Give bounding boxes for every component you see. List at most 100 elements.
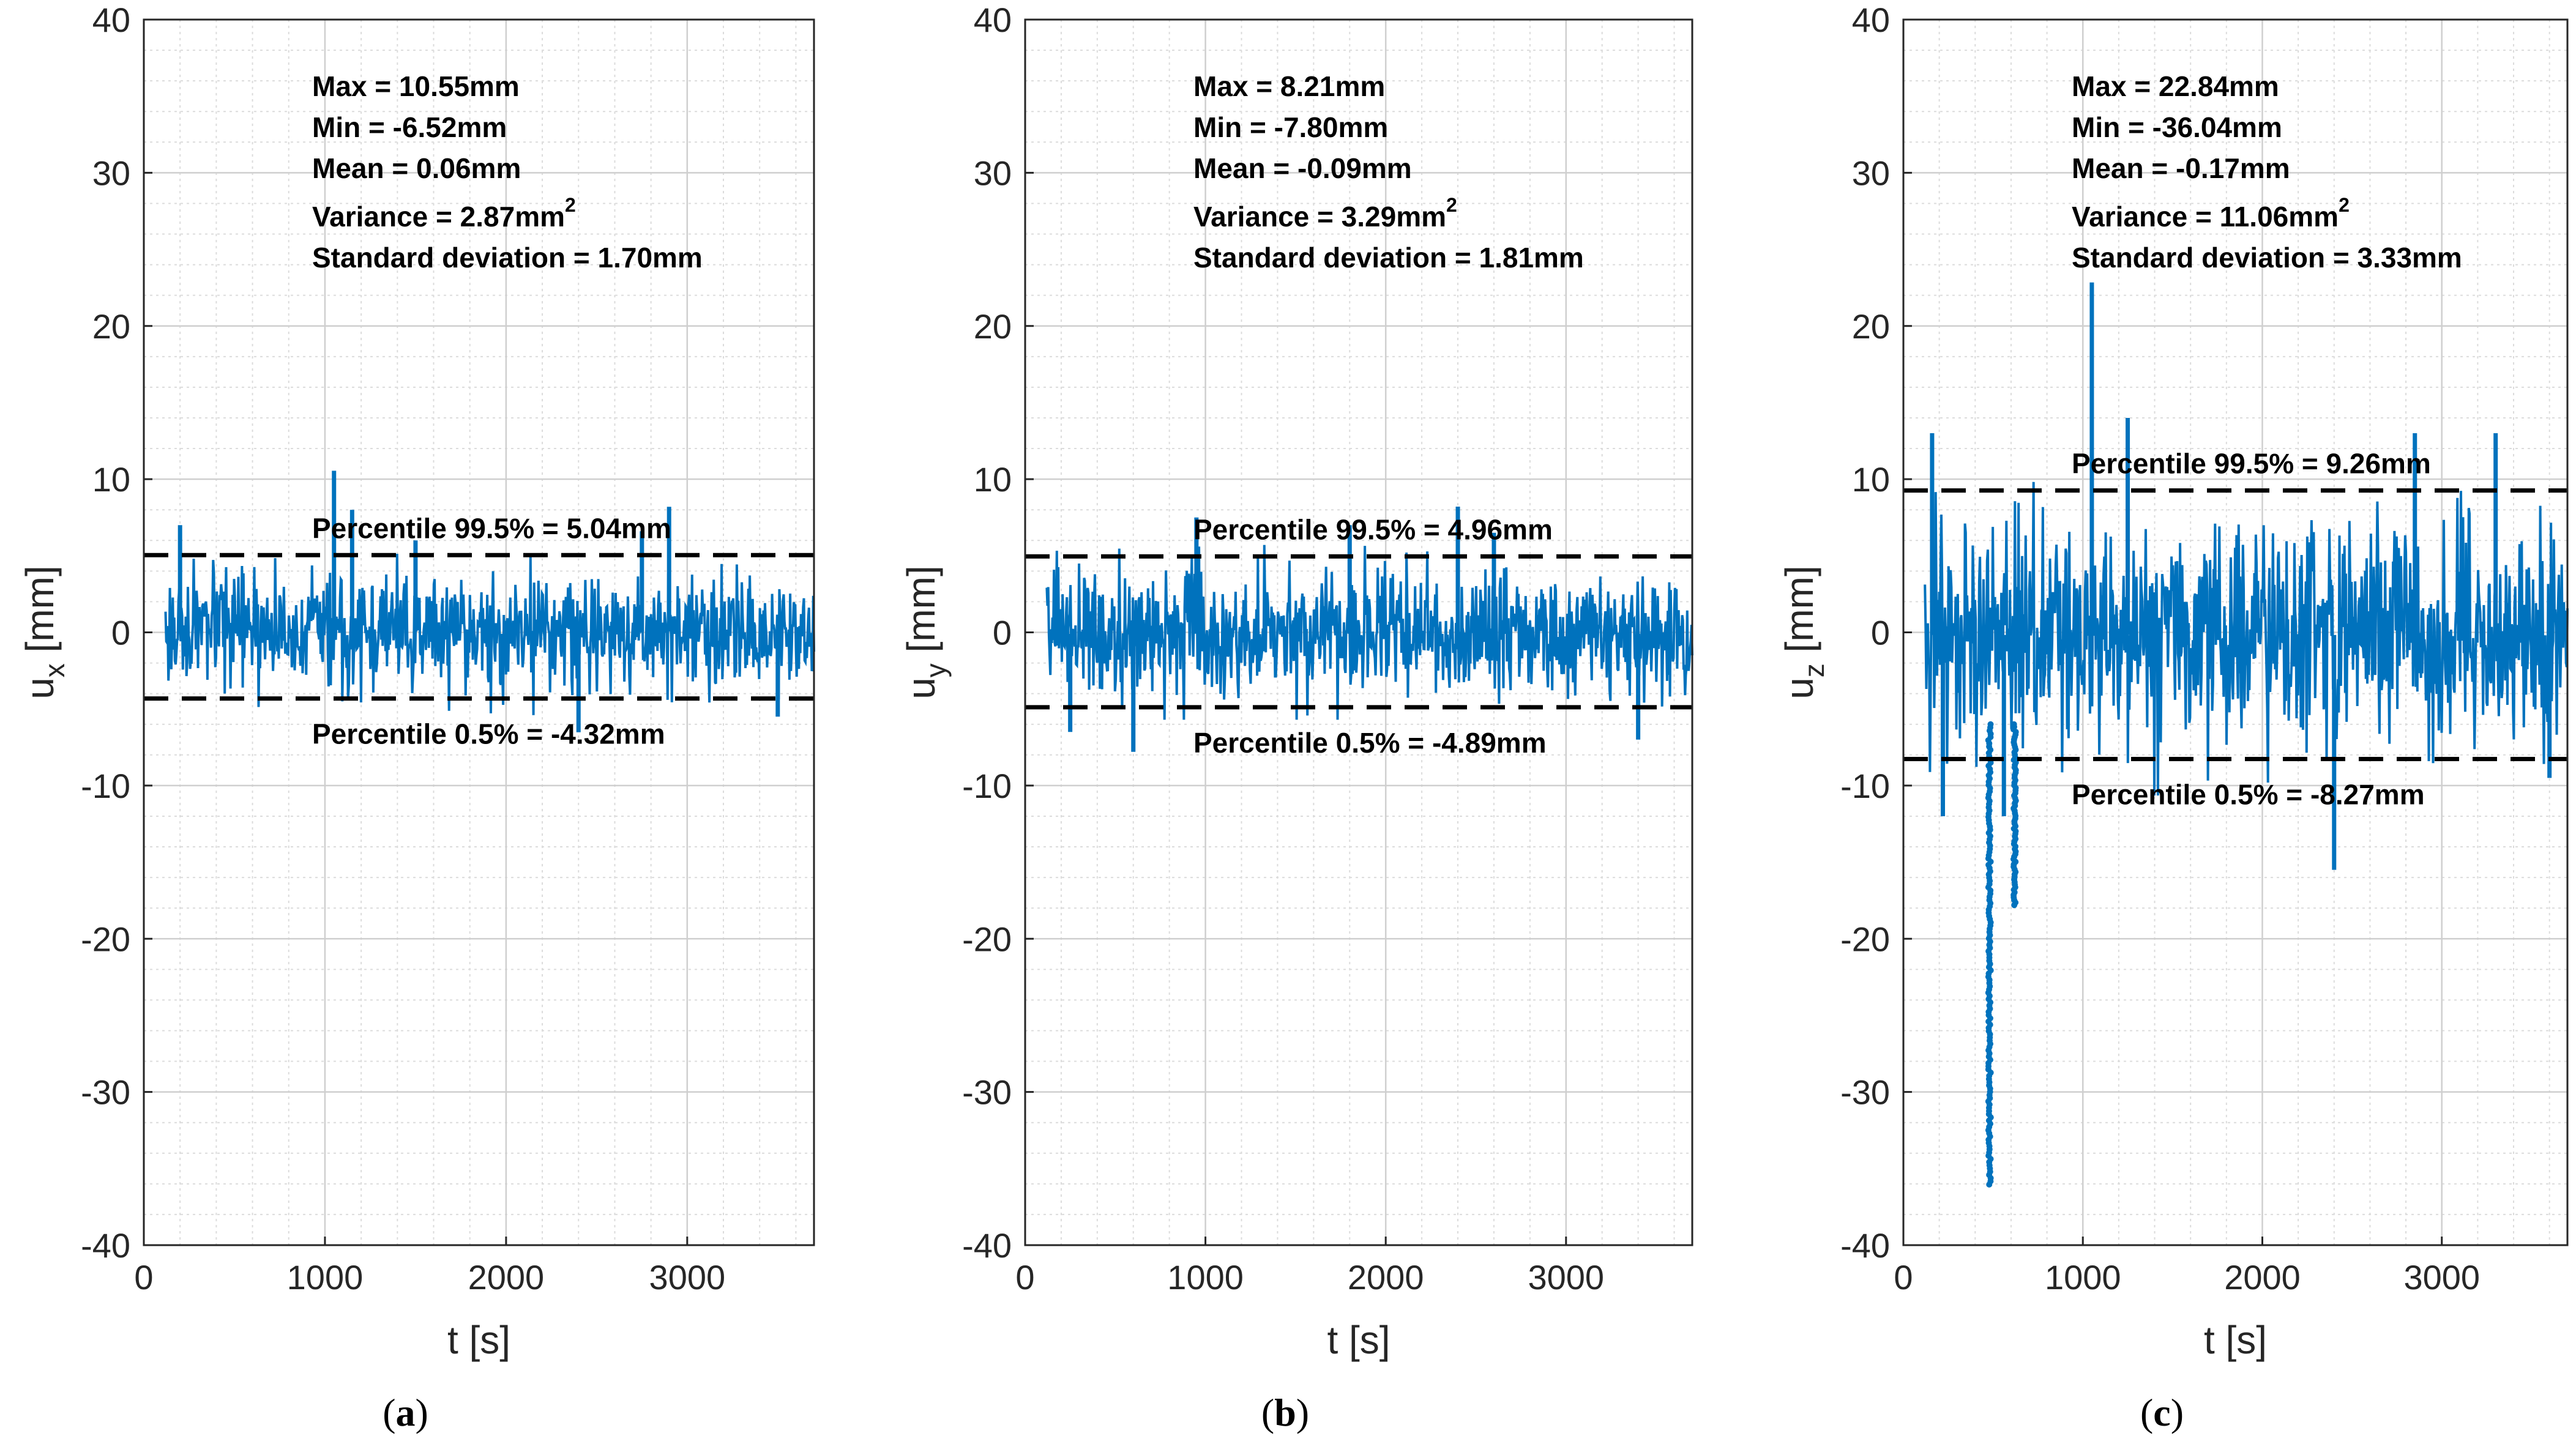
panel-caption: (b) <box>1261 1391 1309 1434</box>
outlier-point <box>2011 902 2018 909</box>
panel-caption-open: ( <box>1261 1391 1274 1434</box>
x-tick-label: 3000 <box>649 1258 726 1297</box>
y-tick-label: 30 <box>1852 154 1890 192</box>
y-tick-label: -30 <box>81 1073 130 1112</box>
x-tick-label: 1000 <box>2045 1258 2121 1297</box>
stat-mean: Mean = 0.06mm <box>312 152 521 184</box>
y-tick-label: -20 <box>1840 920 1890 958</box>
y-tick-label: 10 <box>1852 460 1890 499</box>
outlier-dots <box>2010 721 2019 909</box>
panel-caption-close: ) <box>416 1391 428 1434</box>
x-tick-label: 0 <box>1015 1258 1034 1297</box>
series-line <box>1924 482 2569 796</box>
panel-caption-open: ( <box>383 1391 395 1434</box>
stat-max: Max = 22.84mm <box>2072 70 2279 102</box>
stat-min: Min = -7.80mm <box>1193 111 1388 143</box>
y-tick-label: 0 <box>993 614 1012 652</box>
chart-panel-c: -40 -30 -20 -10 0 10 20 30 40 0 1000 2000 3000 t [s] u… <box>1777 1 2569 1434</box>
y-axis-label: uy [mm] <box>899 565 952 699</box>
y-axis-unit-text: [mm] <box>899 565 943 652</box>
y-tick-label: 20 <box>974 307 1012 346</box>
y-tick-label: -30 <box>962 1073 1012 1112</box>
stat-variance: Variance = 11.06mm2 <box>2072 194 2350 233</box>
x-axis-label: t [s] <box>1327 1318 1390 1362</box>
panel-caption-open: ( <box>2140 1391 2153 1434</box>
y-tick-label: -10 <box>81 767 130 805</box>
outlier-point <box>1986 1181 1993 1188</box>
y-axis-unit-text: [mm] <box>1777 565 1821 652</box>
stat-variance-sup: 2 <box>565 194 576 216</box>
stat-std: Standard deviation = 1.70mm <box>312 242 703 274</box>
stat-max: Max = 8.21mm <box>1193 70 1385 102</box>
panel-caption-close: ) <box>2171 1391 2184 1434</box>
y-axis-label: uz [mm] <box>1777 565 1830 699</box>
y-tick-label: 20 <box>1852 307 1890 346</box>
stat-mean: Mean = -0.17mm <box>2072 152 2290 184</box>
y-tick-label: -40 <box>962 1226 1012 1265</box>
percentile-upper-label: Percentile 99.5% = 5.04mm <box>312 512 671 544</box>
x-axis-label: t [s] <box>447 1318 510 1362</box>
stat-variance: Variance = 3.29mm2 <box>1193 194 1457 233</box>
panel-caption-close: ) <box>1296 1391 1309 1434</box>
x-tick-label: 1000 <box>287 1258 364 1297</box>
y-tick-label: 40 <box>974 1 1012 39</box>
chart-panel-a: -40 -30 -20 -10 0 10 20 30 40 0 1000 2000 3000 t [s] u… <box>18 1 815 1434</box>
y-tick-label: 0 <box>111 614 130 652</box>
stat-variance-sup: 2 <box>1446 194 1457 216</box>
x-tick-label: 2000 <box>1348 1258 1424 1297</box>
y-tick-label: 10 <box>974 460 1012 499</box>
stat-variance-sup: 2 <box>2339 194 2350 216</box>
y-axis-unit-text: [mm] <box>18 565 62 652</box>
x-tick-label: 2000 <box>2224 1258 2301 1297</box>
y-axis-unit <box>18 652 62 663</box>
y-axis-label: ux [mm] <box>18 565 70 699</box>
y-axis-subscript: y <box>920 663 952 677</box>
series-line <box>1045 545 1693 720</box>
y-tick-label: -30 <box>1840 1073 1890 1112</box>
y-axis-unit <box>1777 652 1821 663</box>
y-axis-symbol: u <box>18 677 62 699</box>
x-tick-label: 2000 <box>468 1258 545 1297</box>
panel-caption-letter: c <box>2153 1391 2170 1434</box>
y-tick-label: 0 <box>1871 614 1890 652</box>
panel-caption: (a) <box>383 1391 428 1434</box>
stat-variance-text: Variance = 3.29mm <box>1193 201 1446 233</box>
percentile-lower-label: Percentile 0.5% = -4.89mm <box>1193 727 1547 759</box>
panel-caption: (c) <box>2140 1391 2184 1434</box>
y-tick-label: -20 <box>962 920 1012 958</box>
x-tick-label: 3000 <box>2403 1258 2480 1297</box>
x-tick-label: 3000 <box>1528 1258 1604 1297</box>
stat-variance-text: Variance = 2.87mm <box>312 201 565 233</box>
stat-max: Max = 10.55mm <box>312 70 520 102</box>
x-axis-label: t [s] <box>2204 1318 2267 1362</box>
y-axis-subscript: x <box>39 663 70 677</box>
y-tick-label: -40 <box>1840 1226 1890 1265</box>
percentile-lower-label: Percentile 0.5% = -8.27mm <box>2072 779 2425 811</box>
stat-variance: Variance = 2.87mm2 <box>312 194 576 233</box>
stat-min: Min = -36.04mm <box>2072 111 2282 143</box>
stat-variance-text: Variance = 11.06mm <box>2072 201 2339 233</box>
y-tick-label: 30 <box>92 154 130 192</box>
y-axis-symbol: u <box>1777 677 1821 699</box>
y-tick-label: 40 <box>92 1 130 39</box>
series-line <box>164 554 815 715</box>
stat-mean: Mean = -0.09mm <box>1193 152 1412 184</box>
y-tick-label: 10 <box>92 460 130 499</box>
y-axis-symbol: u <box>899 677 943 699</box>
y-axis-unit <box>899 652 943 663</box>
x-tick-label: 0 <box>1894 1258 1913 1297</box>
outlier-dots <box>1985 721 1994 1188</box>
y-axis-subscript: z <box>1798 663 1830 677</box>
y-tick-label: 20 <box>92 307 130 346</box>
y-tick-label: -10 <box>1840 767 1890 805</box>
percentile-upper-label: Percentile 99.5% = 4.96mm <box>1193 513 1553 545</box>
chart-panel-b: -40 -30 -20 -10 0 10 20 30 40 0 1000 2000 3000 t [s] u… <box>899 1 1693 1434</box>
x-tick-label: 0 <box>134 1258 153 1297</box>
stat-std: Standard deviation = 3.33mm <box>2072 242 2462 274</box>
panel-caption-letter: a <box>396 1391 416 1434</box>
x-tick-label: 1000 <box>1167 1258 1244 1297</box>
y-tick-label: -20 <box>81 920 130 958</box>
y-tick-label: -10 <box>962 767 1012 805</box>
percentile-upper-label: Percentile 99.5% = 9.26mm <box>2072 448 2431 480</box>
